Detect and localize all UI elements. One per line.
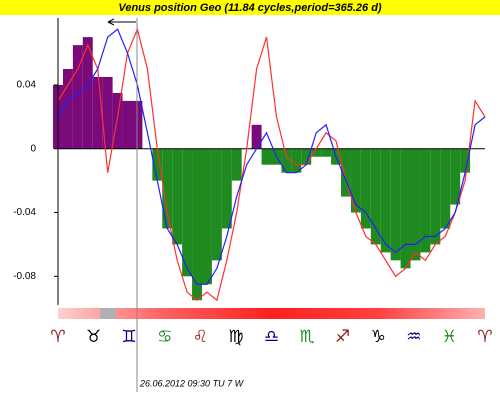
- title-bar: [0, 0, 500, 15]
- area-column: [281, 148, 292, 173]
- area-column: [192, 148, 202, 301]
- area-column: [460, 148, 471, 173]
- series-line: [57, 28, 486, 285]
- area-column: [321, 148, 332, 157]
- series-line: [57, 27, 486, 302]
- area-column: [440, 148, 451, 229]
- y-tick-label: -0.08: [13, 271, 36, 282]
- y-tick-label: -0.04: [13, 207, 36, 218]
- area-column: [162, 148, 173, 229]
- zodiac-sign: ♊: [122, 327, 137, 347]
- cursor-arrow: [107, 18, 136, 26]
- area-column: [261, 148, 272, 165]
- area-column: [112, 92, 123, 149]
- zodiac-sign: ♒: [406, 327, 421, 347]
- area-column: [211, 148, 222, 261]
- area-column: [102, 76, 113, 149]
- area-column: [450, 148, 461, 205]
- area-column: [221, 148, 232, 229]
- zodiac-sign: ♌: [193, 327, 208, 347]
- zodiac-sign: ♓: [442, 327, 457, 347]
- area-column: [301, 148, 312, 165]
- area-column: [380, 148, 391, 253]
- area-column: [82, 37, 93, 149]
- zodiac-sign: ♈: [50, 327, 65, 347]
- area-column: [350, 148, 361, 213]
- y-tick-label: 0.04: [17, 80, 37, 91]
- zodiac-sign: ♑: [371, 327, 386, 347]
- area-column: [92, 76, 103, 149]
- area-column: [172, 148, 183, 245]
- area-column: [182, 148, 193, 277]
- chart-title: Venus position Geo (11.84 cycles,period=…: [118, 2, 382, 14]
- area-column: [201, 148, 212, 285]
- area-column: [152, 148, 163, 181]
- area-column: [231, 148, 242, 181]
- zodiac-sign: ♈: [477, 327, 492, 347]
- zodiac-sign: ♍: [228, 327, 243, 347]
- zodiac-sign: ♏: [299, 327, 314, 347]
- zodiac-sign: ♎: [264, 327, 279, 347]
- area-column: [360, 148, 371, 229]
- zodiac-sign: ♐: [335, 327, 350, 347]
- area-column: [390, 148, 401, 261]
- area-column: [430, 148, 441, 245]
- footer-text: 26.06.2012 09:30 TU 7 W: [139, 378, 245, 388]
- area-column: [62, 69, 73, 149]
- zodiac-sign: ♋: [157, 327, 172, 347]
- area-column: [400, 148, 411, 269]
- area-column: [122, 100, 133, 149]
- y-tick-label: 0: [30, 143, 36, 154]
- color-strip: [58, 308, 485, 319]
- plot-area: [53, 27, 486, 302]
- area-column: [311, 148, 322, 157]
- area-column: [291, 148, 302, 173]
- area-column: [341, 148, 351, 197]
- area-column: [420, 148, 431, 253]
- area-column: [72, 45, 83, 149]
- zodiac-sign: ♉: [86, 327, 101, 347]
- area-column: [410, 148, 421, 261]
- strip-marker: [100, 308, 116, 319]
- area-column: [370, 148, 381, 245]
- area-column: [251, 124, 262, 149]
